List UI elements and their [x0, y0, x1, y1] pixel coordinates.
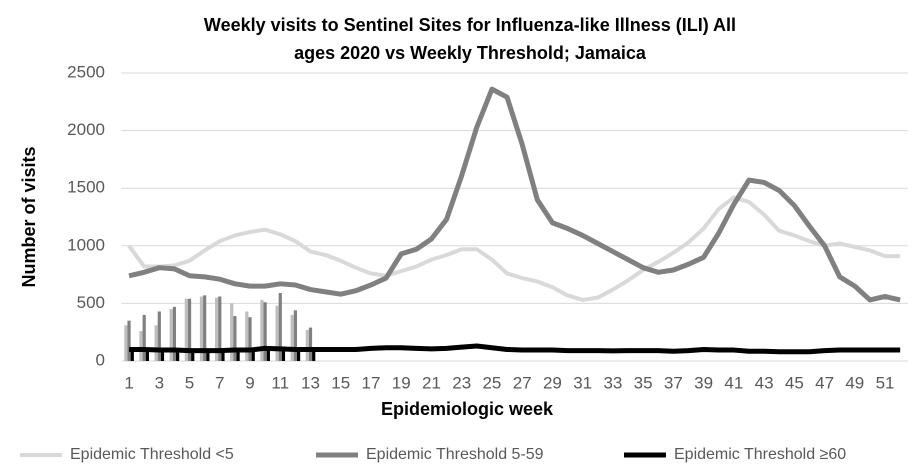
bar: [169, 309, 173, 361]
bar: [233, 316, 237, 361]
x-tick-label: 1: [124, 373, 133, 392]
legend-label: Epidemic Threshold ≥60: [674, 446, 846, 463]
x-tick-label: 13: [301, 373, 320, 392]
x-tick-label: 43: [755, 373, 774, 392]
y-tick-label: 1000: [67, 235, 105, 254]
bar: [130, 350, 134, 361]
bar: [176, 350, 180, 361]
bar: [263, 302, 267, 361]
bar: [124, 325, 128, 361]
bar: [145, 351, 149, 361]
bar: [172, 306, 177, 361]
bar: [248, 317, 252, 361]
bar: [230, 303, 234, 361]
bar: [312, 350, 316, 361]
x-tick-label: 25: [482, 373, 501, 392]
bar: [127, 320, 131, 361]
x-tick-label: 15: [331, 373, 350, 392]
y-tick-label: 0: [96, 350, 105, 369]
bar: [293, 310, 297, 361]
x-tick-label: 39: [694, 373, 713, 392]
x-axis-title: Epidemiologic week: [381, 399, 554, 419]
bar: [160, 350, 165, 361]
x-tick-label: 11: [271, 373, 289, 392]
line-series: [127, 195, 901, 302]
legend-label: Epidemic Threshold 5-59: [366, 446, 544, 463]
x-tick-label: 45: [785, 373, 804, 392]
x-tick-label: 3: [155, 373, 164, 392]
bar: [203, 295, 207, 361]
bar: [266, 349, 270, 361]
x-tick-label: 23: [452, 373, 471, 392]
x-tick-label: 51: [876, 373, 895, 392]
bar: [236, 350, 240, 361]
bar: [157, 311, 161, 361]
x-tick-label: 33: [603, 373, 622, 392]
bar: [187, 298, 192, 361]
bar: [290, 314, 294, 361]
bar: [281, 350, 286, 361]
chart-title: Weekly visits to Sentinel Sites for Infl…: [204, 15, 736, 35]
x-tick-label: 7: [215, 373, 224, 392]
bar: [139, 331, 143, 361]
bar: [275, 305, 279, 361]
bar: [191, 350, 195, 361]
x-tick-label: 31: [573, 373, 592, 392]
bar: [296, 351, 301, 361]
bar: [199, 296, 204, 361]
bar: [206, 351, 210, 361]
bar: [251, 351, 255, 361]
line-series: [129, 343, 901, 355]
x-tick-label: 9: [245, 373, 254, 392]
x-tick-label: 19: [392, 373, 411, 392]
x-tick-label: 35: [634, 373, 653, 392]
y-tick-label: 1500: [67, 178, 105, 197]
bar: [308, 327, 313, 361]
bar: [154, 325, 158, 361]
bar: [260, 299, 264, 361]
y-tick-label: 2500: [67, 62, 105, 81]
bar: [214, 297, 219, 361]
legend-label: Epidemic Threshold <5: [70, 446, 234, 463]
y-axis-title: Number of visits: [19, 146, 39, 287]
bar: [218, 296, 222, 361]
bar: [142, 314, 146, 361]
x-tick-label: 41: [724, 373, 743, 392]
x-tick-label: 49: [845, 373, 864, 392]
x-tick-label: 29: [543, 373, 562, 392]
y-tick-label: 500: [77, 293, 105, 312]
y-tick-label: 2000: [67, 120, 105, 139]
bar: [278, 293, 282, 361]
bar: [245, 311, 249, 361]
x-tick-label: 5: [185, 373, 194, 392]
x-tick-label: 21: [422, 373, 441, 392]
x-tick-label: 27: [513, 373, 532, 392]
bar: [305, 329, 309, 361]
x-tick-label: 17: [362, 373, 381, 392]
bar: [184, 298, 188, 361]
x-tick-label: 37: [664, 373, 683, 392]
line-series: [128, 86, 901, 303]
x-tick-label: 47: [815, 373, 834, 392]
chart-title: ages 2020 vs Weekly Threshold; Jamaica: [294, 43, 647, 63]
bar: [221, 350, 225, 361]
